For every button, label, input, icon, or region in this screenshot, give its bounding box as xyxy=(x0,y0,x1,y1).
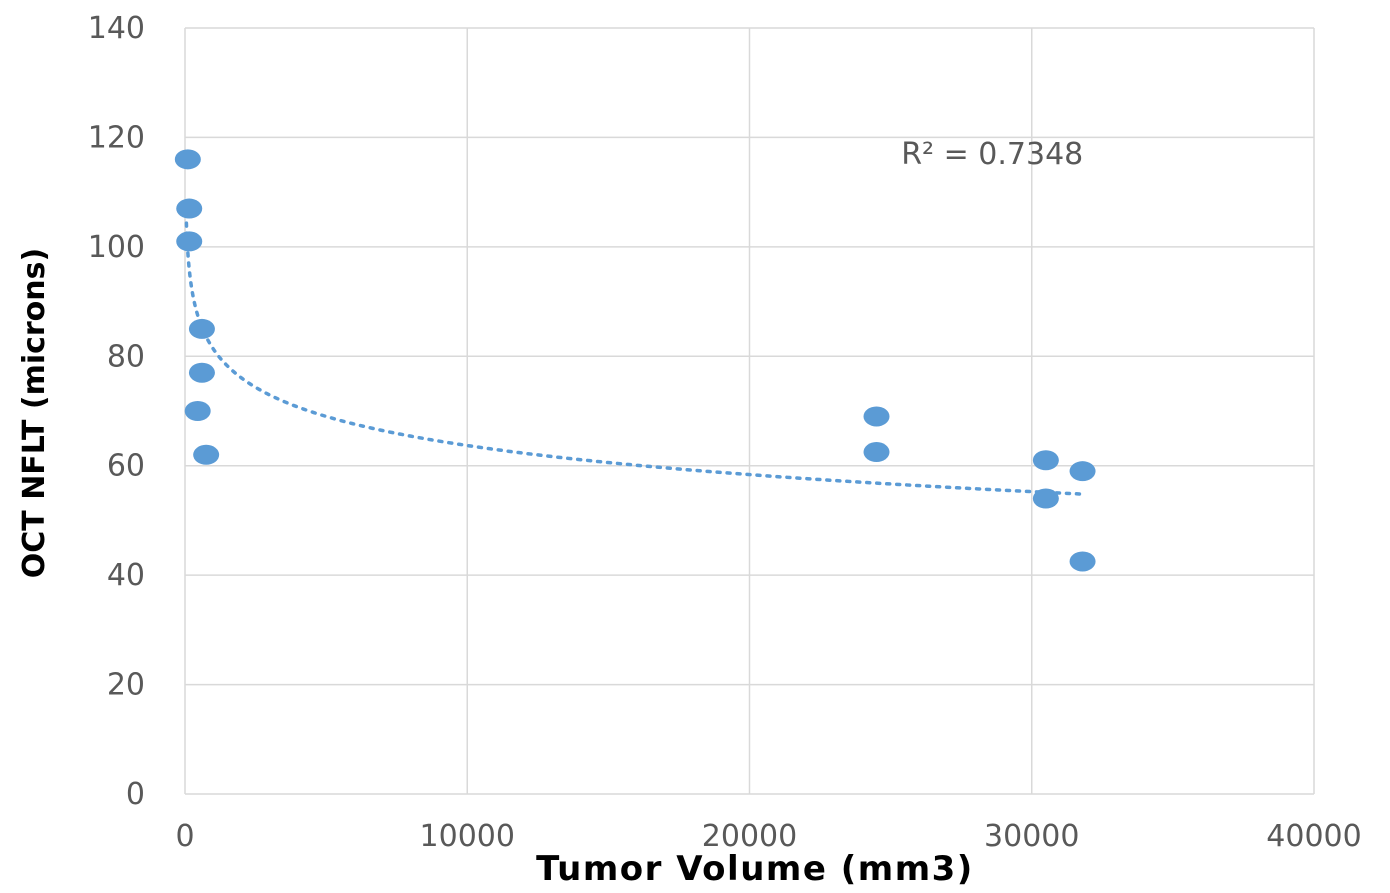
data-point xyxy=(863,406,890,427)
data-point xyxy=(174,149,201,170)
x-tick-label: 10000 xyxy=(420,819,515,854)
y-tick-label: 60 xyxy=(107,449,145,484)
data-point xyxy=(863,442,890,463)
y-tick-label: 40 xyxy=(107,558,145,593)
data-point xyxy=(188,318,215,339)
y-axis-title: OCT NFLT (microns) xyxy=(17,248,52,578)
x-tick-label: 40000 xyxy=(1266,819,1361,854)
r-squared-annotation: R² = 0.7348 xyxy=(901,137,1083,172)
data-point xyxy=(176,198,203,219)
data-points xyxy=(174,149,1096,572)
data-point xyxy=(176,231,203,252)
y-tick-label: 100 xyxy=(88,230,145,265)
y-tick-label: 20 xyxy=(107,668,145,703)
x-tick-labels: 0 10000 20000 30000 40000 xyxy=(175,819,1361,854)
data-point xyxy=(188,362,215,383)
data-point xyxy=(1069,461,1096,482)
trendline xyxy=(184,221,1085,496)
x-tick-label: 20000 xyxy=(702,819,797,854)
y-tick-label: 120 xyxy=(88,120,145,155)
data-point xyxy=(184,401,211,421)
y-tick-label: 140 xyxy=(88,11,145,46)
data-point xyxy=(1032,450,1059,471)
x-axis-title: Tumor Volume (mm3) xyxy=(536,849,974,889)
x-tick-label: 30000 xyxy=(984,819,1079,854)
y-tick-label: 0 xyxy=(126,777,145,812)
y-tick-label: 80 xyxy=(107,339,145,374)
x-tick-label: 0 xyxy=(175,819,194,854)
data-point xyxy=(1069,551,1096,572)
data-point xyxy=(193,444,220,465)
data-point xyxy=(1032,488,1059,509)
y-tick-labels: 0 20 40 60 80 100 120 140 xyxy=(88,11,145,812)
grid-lines xyxy=(184,27,1315,795)
